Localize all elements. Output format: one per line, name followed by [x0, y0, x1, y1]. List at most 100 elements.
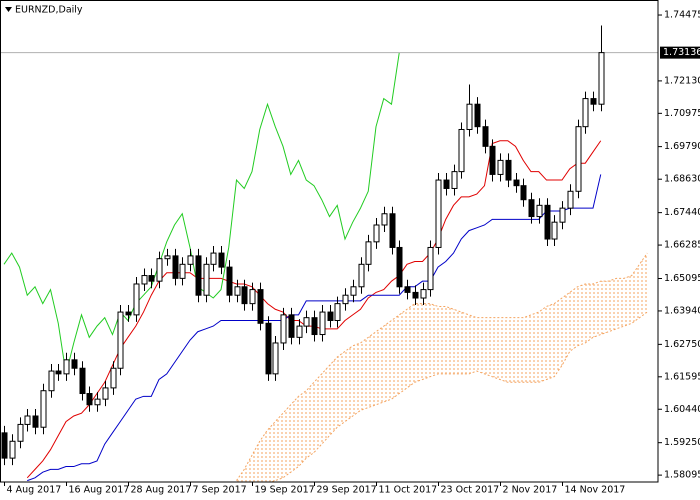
candle-body [133, 283, 140, 316]
candle-body [102, 387, 109, 400]
plot-frame [0, 0, 659, 483]
candle-body [575, 126, 582, 192]
plot-area [0, 25, 658, 482]
current-price-label: 1.73136 [663, 47, 700, 58]
candle-body [55, 370, 62, 375]
candle-body [24, 415, 31, 425]
candle-body [482, 126, 489, 147]
y-tick-label: 1.68630 [664, 174, 700, 185]
x-tick-label: 7 Sep 2017 [193, 485, 247, 496]
candle-body [265, 322, 272, 375]
candle-body [513, 179, 520, 187]
x-tick-label: 19 Sep 2017 [255, 485, 315, 496]
x-tick-label: 28 Aug 2017 [131, 485, 192, 496]
y-tick-label: 1.63940 [664, 305, 700, 316]
indicator-line [3, 52, 400, 374]
x-tick-label: 16 Aug 2017 [69, 485, 130, 496]
candle-body [489, 145, 496, 175]
candle-body [474, 103, 481, 128]
candle-body [234, 286, 241, 296]
candle-body [249, 289, 256, 305]
candle-body [497, 159, 504, 175]
candle-body [551, 221, 558, 240]
candle-body [303, 317, 310, 327]
candle-body [319, 311, 326, 336]
candle-body [296, 325, 303, 338]
candle-body [389, 213, 396, 248]
current-price-tag [660, 46, 700, 59]
cloud-edge [236, 252, 648, 481]
axes: 1.74475 1.72130 1.70975 1.69790 1.68630 1.674… [4, 10, 700, 496]
chart-title: EURNZD,Daily [15, 5, 83, 16]
cloud-edge [269, 311, 648, 482]
y-tick-label: 1.65095 [664, 273, 700, 284]
candle-body [63, 359, 70, 375]
candle-body [86, 393, 93, 406]
candle-body [1, 432, 8, 459]
candle-body [164, 255, 171, 260]
candle-body [505, 159, 512, 181]
candle-body [466, 103, 473, 130]
candle-body [203, 263, 210, 296]
candle-body [458, 128, 465, 173]
candle-body [451, 171, 458, 189]
candle-body [327, 311, 334, 321]
candle-body [528, 199, 535, 218]
candle-body [280, 314, 287, 344]
candle-body [210, 252, 217, 265]
candle-body [226, 266, 233, 296]
y-tick-label: 1.74475 [664, 10, 700, 21]
candle-body [125, 311, 132, 316]
candle-body [396, 246, 403, 288]
candle-body [187, 255, 194, 265]
candle-body [272, 342, 279, 375]
candle-body [520, 185, 527, 201]
candle-body [536, 204, 543, 218]
candle-body [40, 390, 47, 428]
candle-body [48, 370, 55, 392]
indicator-line [27, 174, 602, 482]
y-tick-label: 1.70975 [664, 108, 700, 119]
x-tick-label: 14 Nov 2017 [565, 485, 626, 496]
candle-body [110, 367, 117, 389]
candle-body [179, 263, 186, 279]
candle-body [71, 359, 78, 369]
candle-body [358, 263, 365, 288]
menu-icon[interactable] [5, 7, 12, 12]
candle-body [373, 224, 380, 243]
candle-body [288, 314, 295, 338]
candle-body [412, 291, 419, 299]
candle-body [334, 303, 341, 321]
candle-body [257, 289, 264, 324]
x-tick-label: 2 Nov 2017 [503, 485, 558, 496]
candle-body [559, 207, 566, 223]
candle-body [427, 246, 434, 291]
candle-body [32, 415, 39, 428]
x-tick-label: 4 Aug 2017 [7, 485, 62, 496]
candle-body [117, 311, 124, 369]
x-tick-label: 11 Oct 2017 [379, 485, 438, 496]
candle-body [195, 255, 202, 296]
candle-body [582, 98, 589, 128]
candle-body [218, 252, 225, 268]
x-tick-label: 29 Sep 2017 [317, 485, 377, 496]
y-tick-label: 1.59250 [664, 437, 700, 448]
candle-body [148, 275, 155, 282]
candle-body [350, 286, 357, 296]
candle-body [342, 294, 349, 305]
x-tick-label: 23 Oct 2017 [441, 485, 500, 496]
candle-body [241, 286, 248, 305]
y-tick-label: 1.67440 [664, 207, 700, 218]
y-tick-label: 1.69790 [664, 141, 700, 152]
candle-body [79, 367, 86, 395]
ichimoku-cloud [236, 253, 648, 482]
candle-body [420, 289, 427, 299]
candle-body [9, 440, 16, 459]
candle-body [404, 286, 411, 293]
y-tick-label: 1.58095 [664, 470, 700, 481]
y-tick-label: 1.61595 [664, 371, 700, 382]
candle-body [311, 317, 318, 336]
candle-body [17, 423, 24, 442]
